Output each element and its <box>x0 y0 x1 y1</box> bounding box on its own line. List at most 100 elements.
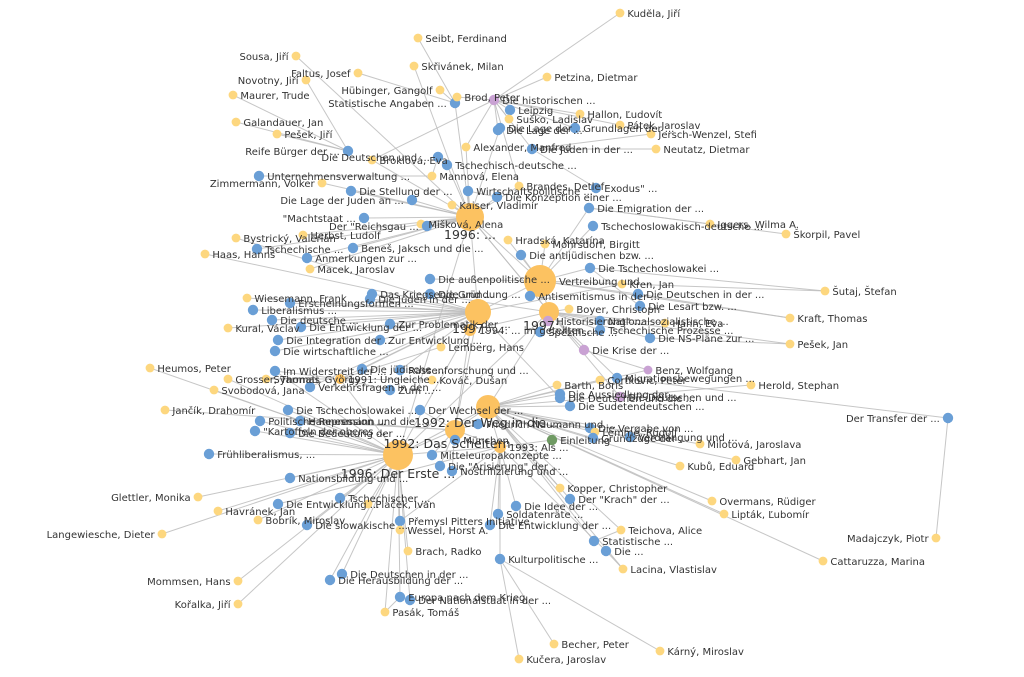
node-n125-author[interactable] <box>193 492 203 502</box>
node-n63-author[interactable] <box>242 293 252 303</box>
node-n94-author[interactable] <box>746 380 756 390</box>
node-n46-work[interactable] <box>421 220 433 232</box>
node-n146-work[interactable] <box>494 553 506 565</box>
node-n128-work[interactable] <box>272 498 284 510</box>
node-n167-work[interactable] <box>269 365 281 377</box>
node-n88-author[interactable] <box>223 374 233 384</box>
node-n62-author[interactable] <box>617 279 627 289</box>
node-n73-author[interactable] <box>223 323 233 333</box>
node-n95-author[interactable] <box>552 380 562 390</box>
node-n25-author[interactable] <box>651 144 661 154</box>
node-n104-work[interactable] <box>294 415 306 427</box>
node-n148-author[interactable] <box>818 556 828 566</box>
node-n81-event[interactable] <box>465 299 491 325</box>
node-n38-author[interactable] <box>447 200 457 210</box>
node-n74-work[interactable] <box>295 321 307 333</box>
node-n68-author[interactable] <box>564 304 574 314</box>
node-n164-work[interactable] <box>394 364 406 376</box>
node-n44-author[interactable] <box>231 233 241 243</box>
node-n173-work[interactable] <box>494 122 506 134</box>
node-n107-work[interactable] <box>284 427 296 439</box>
node-n93-work[interactable] <box>384 384 396 396</box>
node-n52-work[interactable] <box>347 242 359 254</box>
node-n50-author[interactable] <box>540 239 550 249</box>
node-n102-work[interactable] <box>254 415 266 427</box>
node-n101-work[interactable] <box>564 400 576 412</box>
node-n155-author[interactable] <box>380 607 390 617</box>
node-n141-author[interactable] <box>616 525 626 535</box>
node-n82-work[interactable] <box>578 344 590 356</box>
node-n106-event[interactable] <box>445 420 465 440</box>
node-n121-author[interactable] <box>675 461 685 471</box>
node-n129-author[interactable] <box>363 499 373 509</box>
node-n66-work[interactable] <box>284 297 296 309</box>
node-n22-work[interactable] <box>342 145 354 157</box>
node-n174-work[interactable] <box>614 391 626 403</box>
node-n169-work[interactable] <box>374 334 386 346</box>
node-n27-work[interactable] <box>432 151 444 163</box>
node-n105-work[interactable] <box>472 418 484 430</box>
node-n43-author[interactable] <box>705 219 715 229</box>
node-n60-author[interactable] <box>820 286 830 296</box>
node-n64-work[interactable] <box>632 288 644 300</box>
node-n113-author[interactable] <box>695 439 705 449</box>
node-n5-author[interactable] <box>409 61 419 71</box>
node-n117-event[interactable] <box>494 441 506 453</box>
node-n172-author[interactable] <box>595 375 605 385</box>
node-n118-work[interactable] <box>434 460 446 472</box>
node-n69-author[interactable] <box>785 313 795 323</box>
node-n9-author[interactable] <box>228 90 238 100</box>
node-n48-event[interactable] <box>456 203 484 231</box>
node-n15-author[interactable] <box>231 117 241 127</box>
node-n112-work[interactable] <box>624 431 636 443</box>
node-n85-author[interactable] <box>145 363 155 373</box>
node-n126-work[interactable] <box>334 492 346 504</box>
node-n34-work[interactable] <box>345 185 357 197</box>
node-n150-author[interactable] <box>233 576 243 586</box>
node-n119-work[interactable] <box>446 465 458 477</box>
node-n67-work[interactable] <box>247 304 259 316</box>
node-n130-work[interactable] <box>510 500 522 512</box>
node-n159-work[interactable] <box>546 434 558 446</box>
node-n45-author[interactable] <box>298 230 308 240</box>
node-n28-work[interactable] <box>441 159 453 171</box>
node-n97-author[interactable] <box>160 405 170 415</box>
node-n165-work[interactable] <box>554 392 566 404</box>
node-n3-author[interactable] <box>291 51 301 61</box>
node-n70-event[interactable] <box>539 302 559 322</box>
node-n40-work[interactable] <box>358 212 370 224</box>
node-n51-work[interactable] <box>251 243 263 255</box>
node-n116-work[interactable] <box>426 449 438 461</box>
node-n147-author[interactable] <box>618 564 628 574</box>
node-n149-work[interactable] <box>336 568 348 580</box>
node-n111-work[interactable] <box>587 432 599 444</box>
node-n30-author[interactable] <box>427 171 437 181</box>
node-n145-author[interactable] <box>403 546 413 556</box>
node-n131-work[interactable] <box>492 508 504 520</box>
node-n35-work[interactable] <box>590 182 602 194</box>
node-n153-work[interactable] <box>404 594 416 606</box>
node-n18-author[interactable] <box>272 129 282 139</box>
node-n29-work[interactable] <box>253 170 265 182</box>
node-n135-author[interactable] <box>719 509 729 519</box>
node-n122-work[interactable] <box>942 412 954 424</box>
node-n134-author[interactable] <box>253 515 263 525</box>
node-n71-event[interactable] <box>464 324 476 336</box>
node-n152-work[interactable] <box>394 591 406 603</box>
node-n151-work[interactable] <box>324 574 336 586</box>
node-n36-work[interactable] <box>406 194 418 206</box>
node-n47-author[interactable] <box>781 229 791 239</box>
node-n6-author[interactable] <box>301 75 311 85</box>
node-n80-work[interactable] <box>272 334 284 346</box>
node-n136-work[interactable] <box>301 519 313 531</box>
node-n108-work[interactable] <box>449 434 461 446</box>
node-n144-work[interactable] <box>600 545 612 557</box>
node-n114-work[interactable] <box>203 448 215 460</box>
node-n49-author[interactable] <box>503 235 513 245</box>
node-n99-work[interactable] <box>414 404 426 416</box>
node-n56-author[interactable] <box>305 264 315 274</box>
node-n42-work[interactable] <box>587 220 599 232</box>
node-n32-author[interactable] <box>514 181 524 191</box>
node-n133-author[interactable] <box>213 506 223 516</box>
node-n143-work[interactable] <box>588 535 600 547</box>
